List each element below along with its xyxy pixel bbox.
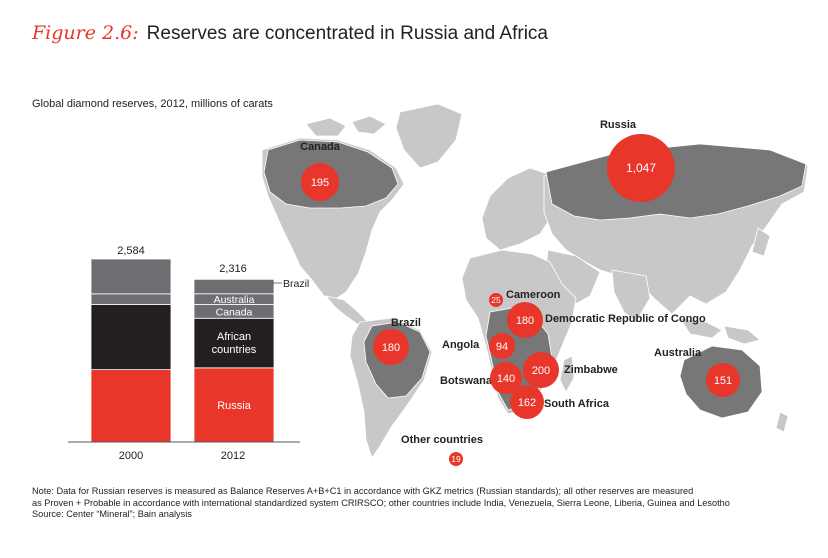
bubble-name: Zimbabwe (564, 364, 618, 376)
bubble-name: Botswana (440, 375, 493, 387)
bar-segment-label: Canada (216, 306, 253, 318)
note-line-2: as Proven + Probable in accordance with … (32, 498, 822, 510)
new-zealand (776, 412, 788, 432)
bar-segment (194, 279, 274, 293)
europe-landmass (482, 168, 552, 250)
bubble-name: Australia (654, 347, 702, 359)
bar-segment (91, 370, 171, 442)
bar-segment-label: African (217, 331, 251, 343)
greenland (396, 104, 462, 168)
bubble-value: 151 (714, 375, 732, 387)
bubble-name: Other countries (401, 434, 483, 446)
bar-segment (91, 294, 171, 305)
bubble-value: 94 (496, 341, 508, 353)
bubble-name: Russia (600, 119, 637, 131)
bubble-value: 180 (516, 315, 534, 327)
bubble-value: 180 (382, 342, 400, 354)
bubble-name: Canada (300, 141, 341, 153)
bar-segment-label: Russia (217, 400, 252, 412)
bubble-value: 200 (532, 365, 550, 377)
bubble-name: Democratic Republic of Congo (545, 313, 706, 325)
source-line: Source: Center “Mineral”; Bain analysis (32, 509, 822, 521)
bar-segment-label: Australia (214, 294, 255, 306)
bubble-value: 19 (451, 454, 461, 464)
bubble-value: 162 (518, 397, 536, 409)
bubble-value: 195 (311, 177, 329, 189)
category-label: 2012 (221, 450, 245, 462)
chart-area: Russia 1,047 Canada 195 Brazil 180 25 Ca… (0, 0, 828, 480)
bubble-name: Brazil (391, 317, 421, 329)
bubble-value: 1,047 (626, 161, 656, 175)
arctic-islands (306, 116, 386, 136)
category-label: 2000 (119, 450, 143, 462)
note-line-1: Note: Data for Russian reserves is measu… (32, 486, 822, 498)
bubble-value: 140 (497, 373, 515, 385)
bar-segment (91, 305, 171, 370)
bubble-name: Angola (442, 339, 480, 351)
bar-segment (91, 259, 171, 294)
bar-total-label: 2,584 (117, 245, 145, 257)
bubble-name: Cameroon (506, 289, 561, 301)
bubble-value: 25 (491, 295, 501, 305)
bar-total-label: 2,316 (219, 263, 247, 275)
brazil-callout-label: Brazil (283, 278, 309, 290)
footnote: Note: Data for Russian reserves is measu… (32, 486, 822, 521)
bubble-name: South Africa (544, 398, 610, 410)
bar-segment-label: countries (212, 344, 257, 356)
